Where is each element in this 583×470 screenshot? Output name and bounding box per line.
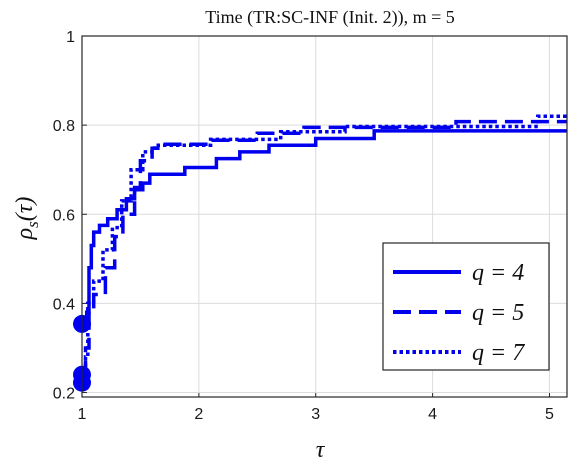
plot-frame <box>81 35 568 398</box>
legend-label-q5: q = 5 <box>472 300 524 326</box>
y-tick-label: 1 <box>66 29 75 46</box>
series-layer <box>82 114 567 385</box>
x-axis-label: τ <box>316 437 326 463</box>
y-tick-label: 0.6 <box>53 207 75 224</box>
legend-label-q4: q = 4 <box>472 260 524 286</box>
y-tick-label: 0.4 <box>53 296 75 313</box>
x-tick-labels: 1 2 3 4 5 <box>78 406 554 423</box>
series-line-q5 <box>82 119 567 377</box>
legend: q = 4 q = 5 q = 7 <box>382 242 550 371</box>
y-tick-label: 0.8 <box>53 118 75 135</box>
legend-label-q7: q = 7 <box>472 340 525 366</box>
chart-title: Time (TR:SC-INF (Init. 2)), m = 5 <box>205 7 455 28</box>
legend-box <box>382 242 550 371</box>
x-tick-label: 4 <box>428 406 437 423</box>
series-line-q7 <box>82 114 567 385</box>
y-tick-labels: 0.2 0.4 0.6 0.8 1 <box>53 29 75 403</box>
series-line-q4 <box>82 129 567 326</box>
y-axis-label: ρs(τ) <box>12 197 42 241</box>
x-tick-label: 1 <box>78 406 87 423</box>
x-tick-label: 5 <box>545 406 554 423</box>
x-tick-label: 2 <box>194 406 203 423</box>
x-tick-label: 3 <box>311 406 320 423</box>
y-tick-label: 0.2 <box>53 386 75 403</box>
marker-layer <box>73 314 91 392</box>
